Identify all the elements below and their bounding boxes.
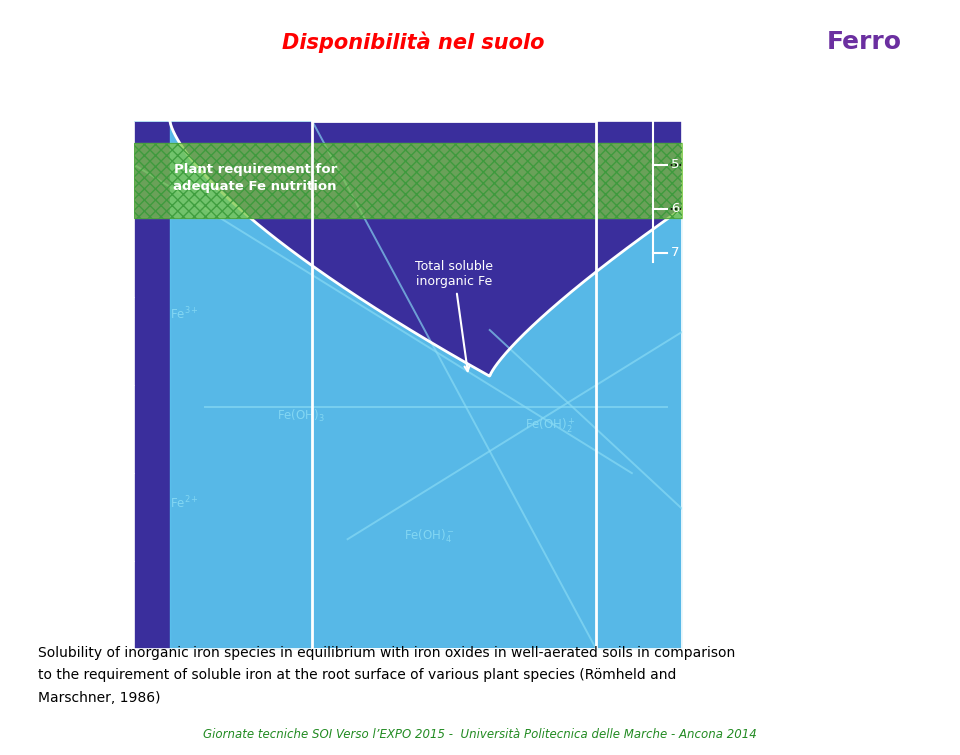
Text: Fe(OH)$_3$: Fe(OH)$_3$	[276, 408, 324, 424]
Text: Fe(OH)$_4^-$: Fe(OH)$_4^-$	[404, 527, 455, 544]
Text: Plant requirement for
adequate Fe nutrition: Plant requirement for adequate Fe nutrit…	[174, 163, 337, 193]
Text: Fe$^{2+}$: Fe$^{2+}$	[170, 495, 199, 511]
Text: 7: 7	[671, 246, 680, 260]
Y-axis label: -log soluble Fe (mol l⁻¹): -log soluble Fe (mol l⁻¹)	[86, 307, 99, 463]
Text: to the requirement of soluble iron at the root surface of various plant species : to the requirement of soluble iron at th…	[38, 668, 677, 683]
Text: Barley: Barley	[717, 200, 765, 213]
Text: Ferro: Ferro	[827, 30, 901, 54]
X-axis label: pH: pH	[394, 680, 422, 698]
Text: 5: 5	[671, 159, 680, 171]
Text: Maize: Maize	[717, 178, 760, 191]
Text: Fe(OH)$_2^+$: Fe(OH)$_2^+$	[525, 416, 576, 435]
Text: Marschner, 1986): Marschner, 1986)	[38, 691, 161, 705]
Text: Fe$^{3+}$: Fe$^{3+}$	[170, 305, 199, 322]
Text: Sorghum: Sorghum	[717, 152, 784, 165]
Text: Giornate tecniche SOI Verso l’EXPO 2015 -  Università Politecnica delle Marche -: Giornate tecniche SOI Verso l’EXPO 2015 …	[204, 729, 756, 741]
Text: Disponibilità nel suolo: Disponibilità nel suolo	[281, 32, 544, 53]
Bar	[312, 121, 596, 649]
Text: Solubility of inorganic iron species in equilibrium with iron oxides in well-aer: Solubility of inorganic iron species in …	[38, 646, 735, 660]
Text: Peanut: Peanut	[717, 244, 770, 257]
Text: Soybean: Soybean	[717, 222, 781, 236]
Text: Total soluble
inorganic Fe: Total soluble inorganic Fe	[415, 260, 493, 371]
Text: 6: 6	[671, 202, 680, 215]
